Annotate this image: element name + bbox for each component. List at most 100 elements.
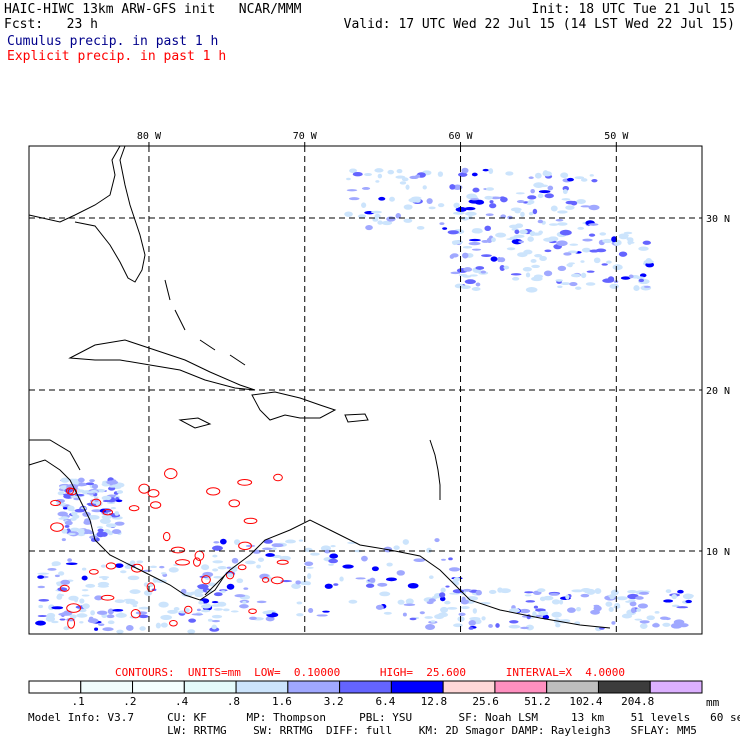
precip-cell <box>38 604 44 609</box>
precip-cell <box>580 260 585 263</box>
precip-cell <box>562 189 568 195</box>
precip-cell <box>618 233 629 238</box>
precip-cell <box>60 516 69 520</box>
precip-cell <box>57 491 65 496</box>
precip-field <box>35 167 694 634</box>
explicit-precip-contour <box>248 608 257 614</box>
precip-cell <box>265 616 275 622</box>
colorbar-swatch <box>235 680 289 694</box>
precip-cell <box>639 623 648 629</box>
precip-cell <box>630 607 636 614</box>
precip-cell <box>416 226 425 230</box>
precip-cell <box>500 214 507 219</box>
precip-cell <box>450 271 461 275</box>
precip-cell <box>386 222 391 225</box>
precip-cell <box>515 223 524 229</box>
precip-cell <box>544 193 554 199</box>
precip-cell <box>566 177 574 182</box>
precip-cell <box>100 564 107 568</box>
precip-cell <box>196 608 201 612</box>
explicit-precip-contour <box>225 570 235 580</box>
colorbar-level-label: .8 <box>227 695 240 708</box>
precip-cell <box>525 624 534 631</box>
explicit-precip-contour <box>276 559 289 565</box>
precip-cell <box>676 606 689 609</box>
precip-cell <box>403 218 413 223</box>
precip-cell <box>212 554 218 558</box>
precip-cell <box>213 541 220 544</box>
precip-cell <box>480 270 487 274</box>
precip-cell <box>116 490 124 494</box>
precip-cell <box>469 274 478 277</box>
precip-cell <box>557 210 568 214</box>
central-america <box>28 459 226 601</box>
precip-cell <box>242 600 247 604</box>
precip-cell <box>403 204 413 210</box>
precip-cell <box>383 611 392 615</box>
precip-cell <box>489 200 494 204</box>
precip-cell <box>468 626 474 630</box>
precip-cell <box>518 240 524 244</box>
precip-cell <box>637 603 648 609</box>
precip-cell <box>685 599 692 604</box>
precip-cell <box>469 617 481 621</box>
precip-cell <box>107 620 115 625</box>
precip-cell <box>74 508 86 513</box>
precip-cell <box>372 217 379 222</box>
precip-cell <box>434 538 440 543</box>
precip-cell <box>324 549 331 554</box>
precip-cell <box>220 538 227 545</box>
y-tick-label: 10 N <box>706 547 730 558</box>
precip-cell <box>503 265 510 270</box>
colorbar-swatch <box>132 680 185 694</box>
precip-cell <box>187 629 196 634</box>
precip-cell <box>91 509 103 513</box>
precip-cell <box>245 544 256 548</box>
precip-cell <box>296 613 304 617</box>
colorbar-swatch <box>442 680 496 694</box>
precip-cell <box>525 600 536 603</box>
precip-cell <box>257 557 265 562</box>
grid-lines <box>29 146 702 634</box>
init-time: Init: 18 UTC Tue 21 Jul 15 <box>531 2 736 17</box>
explicit-precip-contour <box>138 483 150 494</box>
precip-cell <box>310 552 320 556</box>
precip-cell <box>339 576 344 582</box>
precip-cell <box>62 507 68 510</box>
precip-cell <box>58 612 70 616</box>
precip-cell <box>507 215 513 220</box>
precip-cell <box>262 547 273 550</box>
precip-cell <box>38 598 50 602</box>
precip-cell <box>437 203 445 208</box>
precip-cell <box>393 545 400 550</box>
precip-cell <box>440 587 446 593</box>
precip-cell <box>328 558 339 564</box>
precip-cell <box>462 252 469 259</box>
x-tick-label: 80 W <box>137 131 162 142</box>
explicit-precip-contour <box>201 575 211 585</box>
precip-cell <box>213 592 223 597</box>
explicit-precip-contour <box>147 489 160 498</box>
precip-cell <box>589 249 600 253</box>
colorbar-swatch <box>80 680 134 694</box>
valid-time: Valid: 17 UTC Wed 22 Jul 15 (14 LST Wed … <box>343 17 735 32</box>
precip-cell <box>531 264 540 269</box>
precip-cell <box>211 624 217 630</box>
explicit-precip-contour <box>105 562 117 570</box>
explicit-precip-contour <box>237 479 253 486</box>
explicit-precip-contour <box>66 603 82 613</box>
precip-cell <box>568 262 575 265</box>
precip-cell <box>101 518 110 523</box>
precip-cell <box>82 511 91 517</box>
precip-cell <box>488 168 494 174</box>
explicit-precip-contour <box>164 468 178 480</box>
precip-cell <box>581 247 591 253</box>
cuba <box>68 339 256 391</box>
precip-cell <box>396 570 405 576</box>
explicit-precip-contour <box>146 582 156 592</box>
precip-cell <box>94 595 103 601</box>
jamaica <box>178 417 212 429</box>
explicit-precip-contour <box>162 531 171 542</box>
colorbar-level-label: .4 <box>175 695 189 708</box>
precip-cell <box>580 205 591 208</box>
